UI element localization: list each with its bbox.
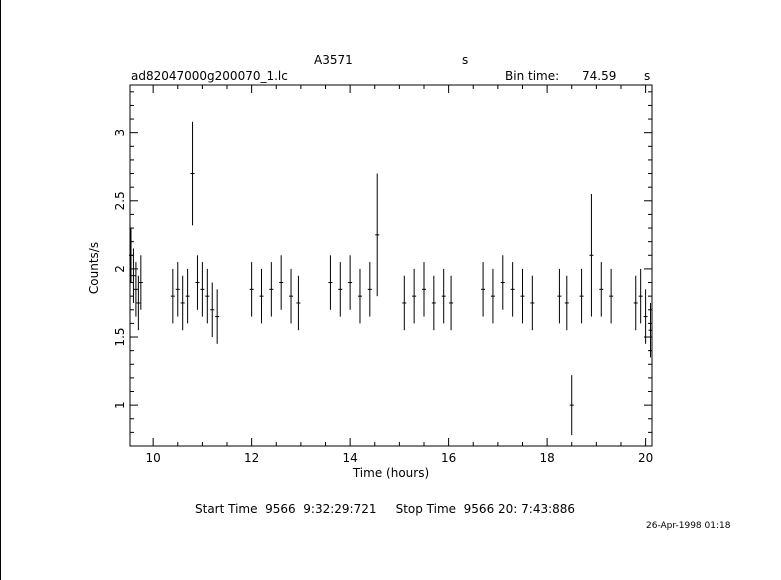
light-curve-filename: ad82047000g200070_1.lc	[131, 69, 288, 83]
plot-frame	[129, 84, 653, 447]
x-tick-label: 12	[244, 451, 259, 465]
y-tick-label: 1.5	[113, 327, 127, 346]
y-tick-label: 1	[113, 401, 127, 409]
bin-time-label: Bin time:	[505, 69, 560, 83]
x-tick-label: 16	[441, 451, 456, 465]
x-tick-label: 18	[539, 451, 554, 465]
window-left-edge	[0, 0, 1, 580]
y-tick-label: 2.5	[113, 191, 127, 210]
x-tick-label: 10	[146, 451, 161, 465]
y-tick-label: 2	[113, 265, 127, 273]
x-tick-label: 14	[342, 451, 357, 465]
title-unit: s	[462, 53, 469, 67]
bin-time-unit: s	[644, 69, 651, 83]
plot-date-stamp: 26-Apr-1998 01:18	[646, 521, 731, 531]
bin-time-value: 74.59	[582, 69, 617, 83]
x-axis-label: Time (hours)	[352, 466, 429, 480]
y-tick-label: 3	[113, 129, 127, 137]
x-tick-label: 20	[638, 451, 653, 465]
plot-title: A3571	[314, 53, 353, 67]
y-axis-label: Counts/s	[87, 242, 101, 294]
start-stop-time: Start Time 9566 9:32:29:721 Stop Time 95…	[195, 502, 576, 516]
